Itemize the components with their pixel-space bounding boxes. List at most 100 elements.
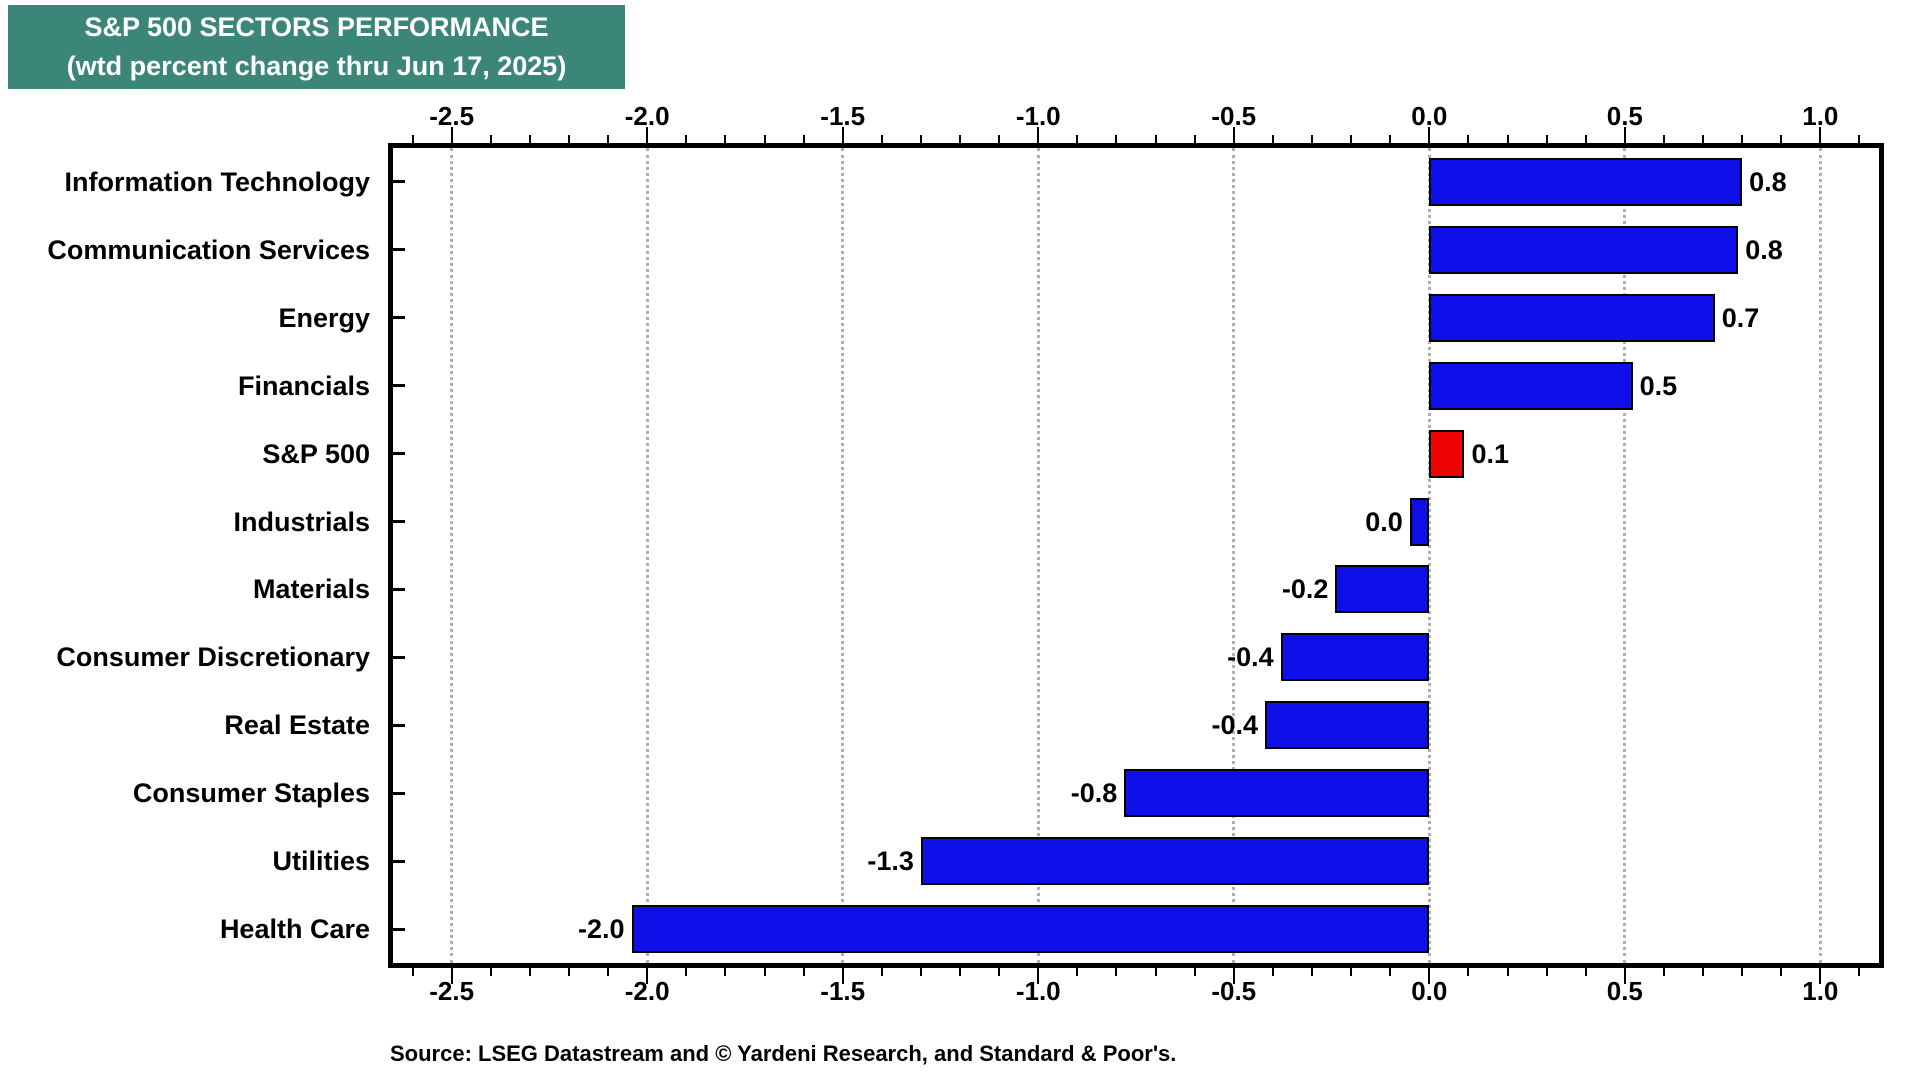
x-tick-label-bottom: -2.5 — [429, 976, 475, 1006]
x-tick-label-top: 0.5 — [1606, 101, 1643, 131]
bar-value-label: 0.1 — [1471, 438, 1510, 469]
category-label: S&P 500 — [262, 438, 370, 469]
x-tick-label-bottom: -1.5 — [820, 976, 866, 1006]
x-axis-tick-top — [1350, 135, 1353, 143]
bar-value-label: -2.0 — [578, 914, 625, 945]
gridline — [841, 148, 845, 963]
chart-title: S&P 500 SECTORS PERFORMANCE — [84, 12, 549, 42]
y-axis-tick — [393, 859, 405, 863]
x-axis-tick-top — [959, 135, 962, 143]
x-axis-tick-bottom — [1545, 968, 1548, 976]
bar-energy — [1429, 293, 1715, 342]
bar-value-label: -0.4 — [1211, 710, 1259, 741]
x-axis-tick-top — [841, 127, 844, 143]
x-axis-tick-bottom — [1858, 968, 1861, 976]
x-axis-tick-bottom — [998, 968, 1001, 976]
bar-value-label: -0.2 — [1281, 574, 1329, 605]
gridline — [1232, 148, 1236, 963]
gridline — [1427, 148, 1431, 963]
bar-information-technology — [1429, 157, 1743, 206]
x-tick-label-top: 1.0 — [1802, 101, 1839, 131]
gridline — [1623, 148, 1627, 963]
x-axis-tick-bottom — [880, 968, 883, 976]
x-tick-label-top: -2.0 — [624, 101, 670, 131]
gridline — [450, 148, 454, 963]
bar-real-estate — [1265, 701, 1430, 750]
bar-health-care — [631, 905, 1430, 954]
x-axis-tick-bottom — [411, 968, 414, 976]
y-axis-tick — [393, 520, 405, 524]
x-axis-tick-bottom — [959, 968, 962, 976]
x-axis-tick-bottom — [1271, 968, 1274, 976]
x-axis-tick-bottom — [685, 968, 688, 976]
bar-communication-services — [1429, 225, 1739, 274]
x-axis-tick-top — [1584, 135, 1587, 143]
y-axis-tick — [393, 587, 405, 591]
x-axis-tick-bottom — [1154, 968, 1157, 976]
x-axis-tick-bottom — [1741, 968, 1744, 976]
y-axis-tick — [393, 791, 405, 795]
bar-s-p-500 — [1429, 429, 1465, 478]
x-tick-label-top: -1.5 — [820, 101, 866, 131]
x-axis-tick-top — [724, 135, 727, 143]
chart-title-box: S&P 500 SECTORS PERFORMANCE (wtd percent… — [8, 5, 625, 89]
x-tick-label-bottom: 1.0 — [1802, 976, 1839, 1006]
y-axis-tick — [393, 180, 405, 184]
y-axis-tick — [393, 655, 405, 659]
x-axis-tick-bottom — [528, 968, 531, 976]
category-label: Materials — [252, 574, 370, 605]
x-axis-tick-bottom — [919, 968, 922, 976]
x-axis-tick-bottom — [1467, 968, 1470, 976]
x-axis-tick-top — [1780, 135, 1783, 143]
x-axis-tick-bottom — [489, 968, 492, 976]
x-axis-tick-top — [567, 135, 570, 143]
bar-consumer-staples — [1124, 769, 1430, 818]
plot-area: 0.8 0.8 0.7 0.5 0.1 0.0 -0.2 -0.4 -0.4 -0.8 -1.3 -2… — [388, 143, 1884, 968]
bar-value-label: 0.7 — [1721, 302, 1760, 333]
x-axis-tick-bottom — [841, 968, 844, 984]
x-axis-tick-bottom — [1193, 968, 1196, 976]
y-axis-tick — [393, 248, 405, 252]
x-tick-label-top: 0.0 — [1411, 101, 1448, 131]
bar-value-label: -0.8 — [1070, 778, 1118, 809]
x-axis-tick-bottom — [1428, 968, 1431, 984]
bar-financials — [1429, 361, 1633, 410]
x-axis-tick-bottom — [1819, 968, 1822, 984]
source-note: Source: LSEG Datastream and © Yardeni Re… — [390, 1041, 1177, 1066]
x-tick-label-top: -2.5 — [429, 101, 475, 131]
bar-utilities — [920, 837, 1430, 886]
bar-value-label: 0.0 — [1365, 506, 1403, 537]
x-axis-tick-top — [1858, 135, 1861, 143]
x-axis-tick-top — [1076, 135, 1079, 143]
x-axis-tick-bottom — [763, 968, 766, 976]
x-axis-tick-top — [1741, 135, 1744, 143]
x-axis-tick-top — [1428, 127, 1431, 143]
x-axis-tick-top — [919, 135, 922, 143]
x-axis-tick-top — [1037, 127, 1040, 143]
x-axis-tick-top — [1702, 135, 1705, 143]
x-axis-tick-top — [1623, 127, 1626, 143]
x-tick-label-bottom: -2.0 — [624, 976, 670, 1006]
x-axis-tick-top — [528, 135, 531, 143]
x-axis-tick-top — [1545, 135, 1548, 143]
bar-value-label: 0.8 — [1745, 234, 1783, 265]
x-axis-tick-top — [802, 135, 805, 143]
x-axis-tick-top — [1389, 135, 1392, 143]
x-axis-tick-top — [1506, 135, 1509, 143]
x-axis-tick-top — [450, 127, 453, 143]
x-axis-tick-top — [489, 135, 492, 143]
x-axis-tick-bottom — [567, 968, 570, 976]
category-label: Consumer Staples — [132, 778, 370, 809]
x-axis-tick-bottom — [1232, 968, 1235, 984]
x-axis-tick-bottom — [1389, 968, 1392, 976]
x-tick-label-top: -1.0 — [1015, 101, 1061, 131]
category-label: Consumer Discretionary — [56, 642, 370, 673]
x-axis-tick-top — [1193, 135, 1196, 143]
x-axis-tick-bottom — [802, 968, 805, 976]
category-label: Health Care — [219, 914, 370, 945]
x-tick-label-bottom: -1.0 — [1015, 976, 1061, 1006]
x-axis-tick-top — [685, 135, 688, 143]
x-axis-tick-top — [1819, 127, 1822, 143]
x-axis-tick-bottom — [1506, 968, 1509, 976]
